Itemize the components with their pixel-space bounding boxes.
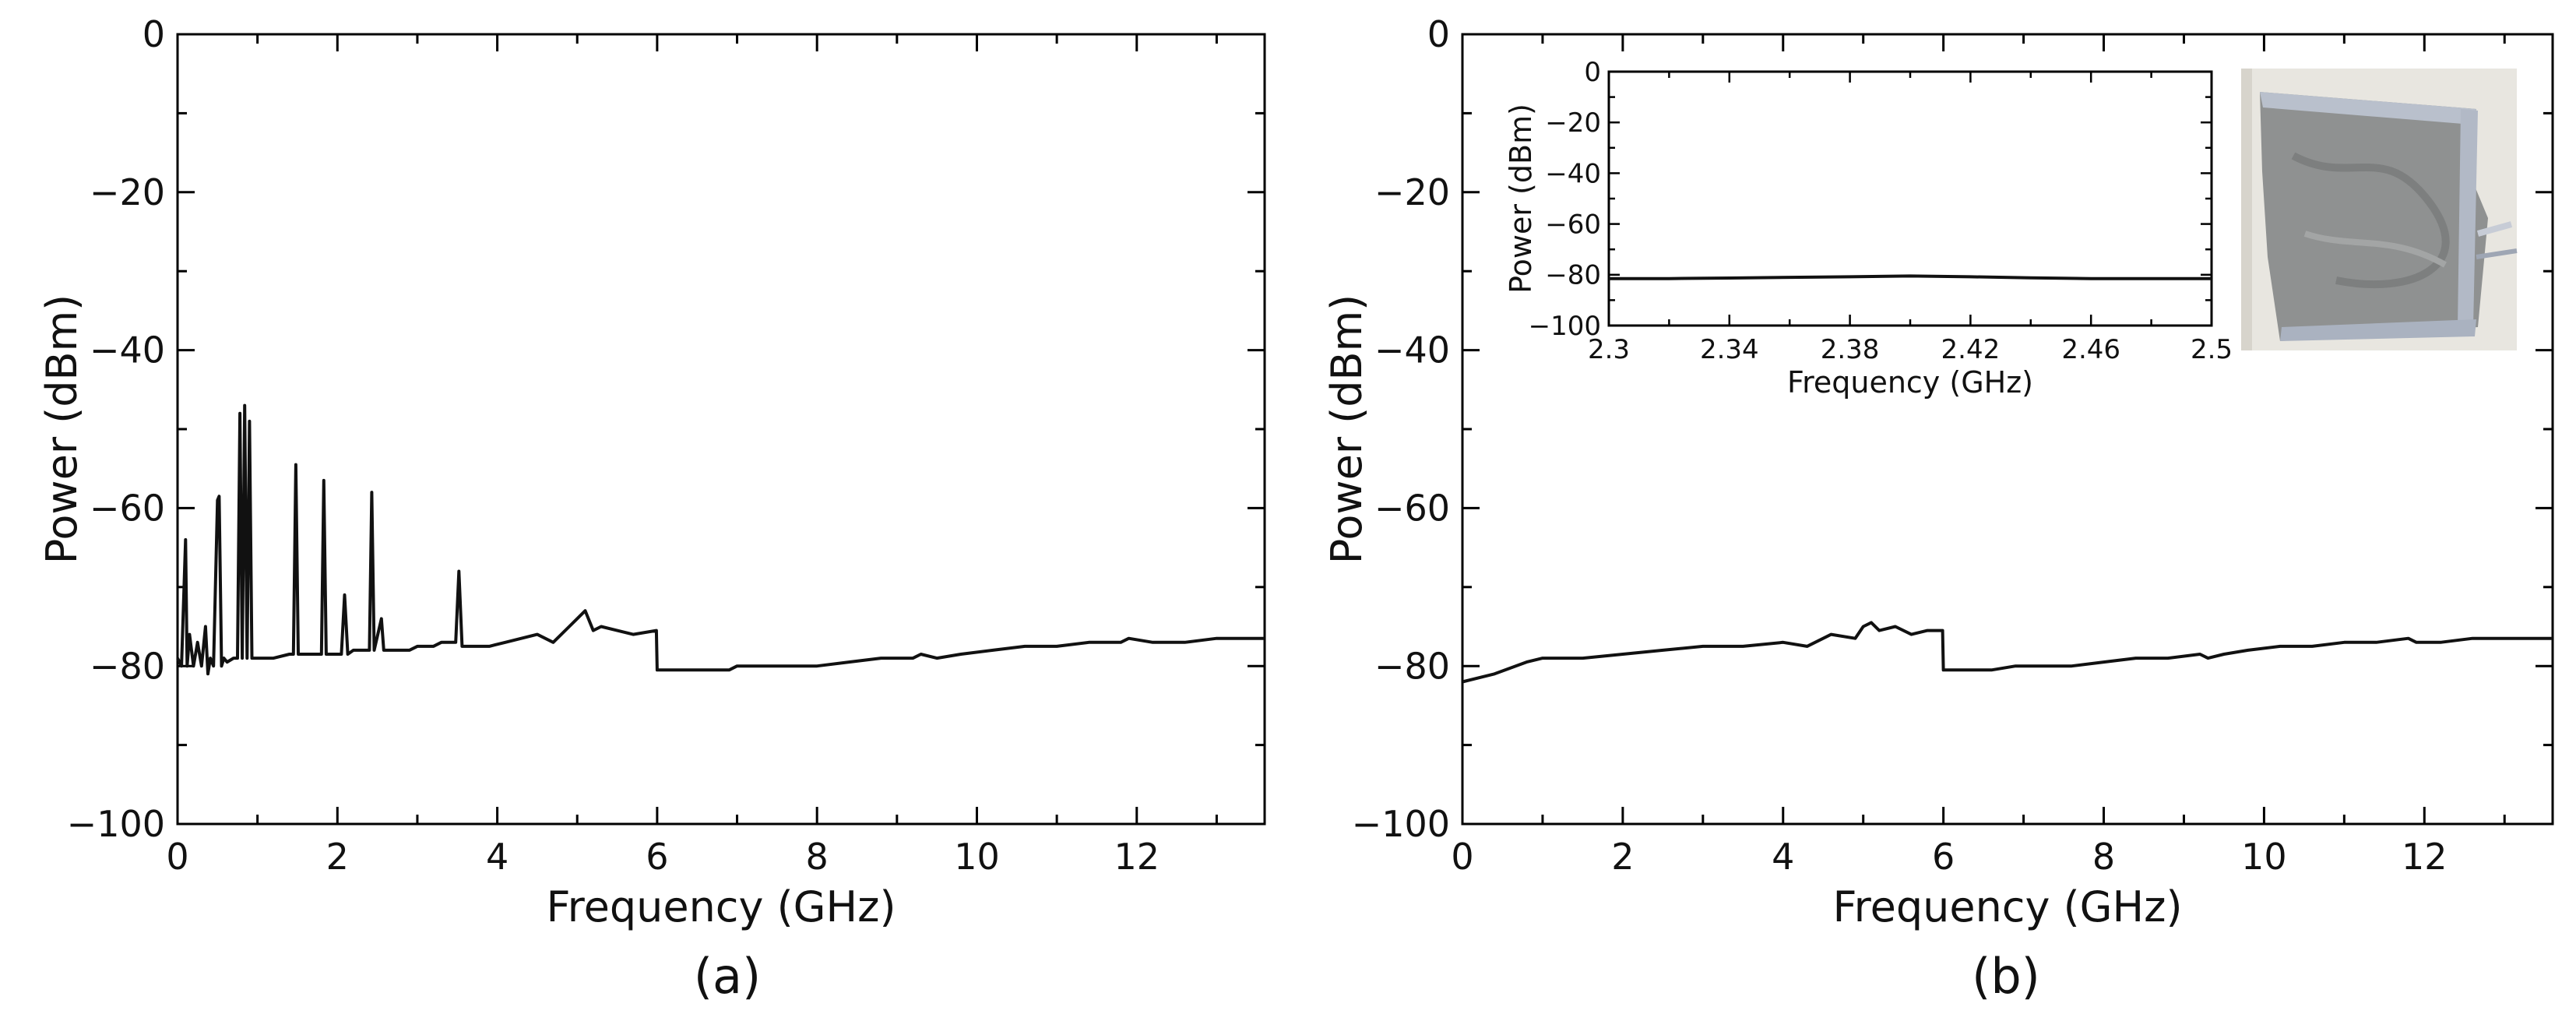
- x-tick-label: 2.46: [2061, 334, 2120, 365]
- shielding-bag-photo: [2241, 69, 2518, 350]
- x-tick-label: 2: [1611, 836, 1634, 878]
- y-tick-label: −100: [1529, 311, 1601, 342]
- x-tick-label: 4: [486, 836, 509, 878]
- y-tick-label: 0: [143, 13, 165, 55]
- x-tick-label: 2.3: [1588, 334, 1630, 365]
- x-axis-label: Frequency (GHz): [1787, 365, 2033, 400]
- data-series-line: [1609, 274, 2212, 280]
- data-series-line: [176, 403, 1265, 676]
- y-tick-label: −80: [90, 645, 165, 687]
- x-tick-label: 4: [1772, 836, 1794, 878]
- y-tick-label: −80: [1545, 260, 1601, 291]
- y-axis-label: Power (dBm): [37, 294, 86, 565]
- y-axis-label: Power (dBm): [1322, 294, 1371, 565]
- caption-b: (b): [1972, 948, 2040, 1005]
- y-tick-label: −60: [1545, 209, 1601, 241]
- x-tick-label: 8: [2092, 836, 2115, 878]
- x-tick-label: 12: [2402, 836, 2448, 878]
- data-series-line: [1462, 621, 2553, 684]
- x-tick-label: 8: [806, 836, 829, 878]
- y-tick-label: −40: [1374, 329, 1450, 371]
- x-tick-label: 2.42: [1941, 334, 2001, 365]
- x-tick-label: 6: [1932, 836, 1955, 878]
- y-tick-label: −60: [90, 488, 165, 530]
- y-tick-label: −80: [1374, 645, 1450, 687]
- x-tick-label: 2.38: [1821, 334, 1880, 365]
- y-axis-label: Power (dBm): [1504, 104, 1538, 294]
- y-tick-label: −100: [1352, 803, 1450, 845]
- x-axis-label: Frequency (GHz): [1832, 882, 2182, 931]
- x-tick-label: 10: [2241, 836, 2287, 878]
- plot-frame: [176, 33, 1266, 826]
- x-tick-label: 12: [1114, 836, 1160, 878]
- plot-frame: [1607, 70, 2213, 327]
- y-tick-label: −20: [90, 171, 165, 213]
- y-tick-label: 0: [1584, 57, 1601, 88]
- y-tick-label: −60: [1374, 488, 1450, 530]
- x-tick-label: 2.34: [1700, 334, 1759, 365]
- y-tick-label: −100: [67, 803, 165, 845]
- x-tick-label: 10: [954, 836, 1000, 878]
- x-tick-label: 2.5: [2191, 334, 2233, 365]
- x-tick-label: 2: [326, 836, 349, 878]
- x-tick-label: 6: [646, 836, 668, 878]
- y-tick-label: −40: [1545, 158, 1601, 189]
- y-tick-label: −20: [1545, 107, 1601, 139]
- x-axis-label: Frequency (GHz): [546, 882, 896, 931]
- y-tick-label: −40: [90, 329, 165, 371]
- caption-a: (a): [694, 948, 761, 1005]
- x-tick-label: 0: [1451, 836, 1473, 878]
- x-tick-label: 0: [166, 836, 188, 878]
- y-tick-label: 0: [1427, 13, 1450, 55]
- y-tick-label: −20: [1374, 171, 1450, 213]
